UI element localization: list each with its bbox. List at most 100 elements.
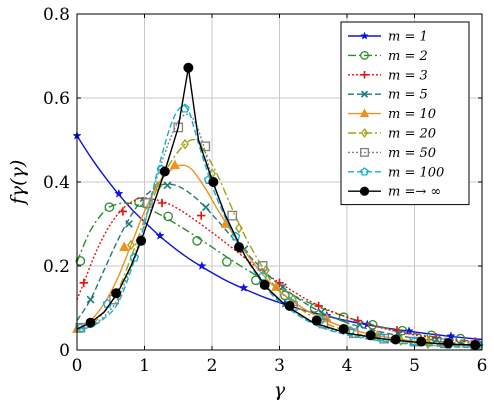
data-point-triangle-marker [169, 159, 180, 170]
data-point-plus-marker [157, 198, 167, 208]
data-point-x-marker [278, 283, 287, 291]
data-point-dot-marker [159, 166, 170, 177]
data-point-plus-marker [118, 207, 128, 216]
legend-entry: m = 1 [348, 30, 428, 45]
data-point-circle-marker [360, 50, 369, 60]
data-point-dot-marker [284, 300, 295, 311]
data-point-dot-marker [136, 235, 147, 246]
data-point-x-marker [355, 320, 364, 329]
data-point-x-marker [201, 203, 210, 212]
y-tick-label: 0.8 [43, 5, 70, 25]
data-point-star-marker [360, 31, 369, 40]
data-point-x-marker [163, 181, 172, 190]
legend-entry: m = 100 [348, 165, 444, 180]
data-point-dot-marker [234, 242, 244, 253]
legend-entry: m = 50 [348, 146, 436, 161]
data-point-pentagon-marker [375, 332, 386, 342]
data-point-x-marker [360, 90, 369, 98]
x-tick-label: 1 [139, 356, 150, 376]
data-point-dot-marker [416, 336, 427, 347]
legend-label: m = 50 [388, 146, 436, 161]
series-line [76, 113, 483, 349]
data-point-pentagon-marker [257, 271, 268, 281]
data-point-dot-marker [111, 288, 122, 299]
data-point-plus-marker [360, 71, 369, 79]
data-point-square-marker [360, 147, 369, 157]
x-tick-label: 5 [409, 356, 420, 376]
legend-label: m = 1 [388, 30, 428, 45]
data-point-plus-marker [197, 211, 206, 220]
legend-entry: m = 5 [348, 88, 428, 103]
data-point-dot-marker [85, 317, 96, 328]
x-tick-label: 3 [274, 356, 285, 376]
data-point-pentagon-marker [129, 252, 140, 262]
legend-entry: m = 3 [348, 68, 428, 83]
legend-label: m = 3 [388, 68, 428, 83]
data-point-circle-marker [104, 202, 115, 213]
data-point-circle-marker [367, 319, 378, 330]
data-point-dot-marker [183, 62, 194, 73]
data-point-pentagon-marker [230, 231, 241, 241]
x-tick-label: 6 [477, 356, 488, 376]
data-point-dot-marker [259, 279, 270, 290]
x-tick-label: 4 [342, 356, 353, 376]
legend-label: m = 2 [388, 49, 428, 64]
legend-entry: m =→ ∞ [348, 185, 441, 200]
data-point-x-marker [432, 335, 441, 344]
data-point-x-marker [86, 295, 95, 304]
y-tick-label: 0.4 [43, 173, 70, 193]
legend-entry: m = 10 [348, 107, 436, 122]
data-point-circle-marker [75, 256, 86, 266]
y-tick-label: 0.6 [43, 89, 70, 109]
data-point-diamond-marker [181, 138, 189, 150]
data-point-x-marker [125, 220, 133, 228]
data-point-dot-marker [311, 315, 322, 326]
data-point-circle-marker [192, 235, 202, 246]
data-point-circle-marker [222, 256, 232, 267]
legend-label: m =→ ∞ [388, 185, 441, 200]
x-axis-label: γ [274, 379, 286, 401]
data-point-triangle-marker [119, 241, 130, 251]
legend-label: m = 100 [388, 165, 444, 180]
series-line [76, 197, 483, 344]
data-point-dot-marker [208, 177, 219, 187]
y-tick-label: 0.2 [43, 257, 70, 277]
data-point-dot-marker [365, 330, 376, 341]
data-point-star-marker [155, 230, 165, 240]
legend-entry: m = 20 [348, 127, 436, 142]
legend-label: m = 5 [388, 88, 428, 103]
data-point-dot-marker [470, 339, 481, 350]
series-3 [76, 181, 483, 348]
data-point-dot-marker [443, 338, 454, 349]
data-point-diamond-marker [360, 128, 369, 138]
data-point-circle-marker [280, 290, 290, 301]
data-point-triangle-marker [271, 281, 282, 291]
data-point-pentagon-marker [360, 167, 369, 176]
x-tick-label: 0 [72, 356, 83, 376]
data-point-dot-marker [390, 334, 401, 345]
series-line [76, 67, 483, 347]
data-point-triangle-marker [359, 108, 370, 118]
legend-label: m = 10 [388, 107, 436, 122]
data-point-dot-marker [338, 324, 349, 334]
legend-entry: m = 2 [348, 49, 428, 64]
data-point-square-marker [143, 198, 153, 208]
series-line [76, 138, 483, 348]
data-point-diamond-marker [127, 239, 135, 251]
data-point-star-marker [197, 261, 207, 270]
y-axis-label: fγ(γ) [7, 160, 29, 207]
legend: m = 1 m = 2 m = 3 m = 5 m = 10 m = 20 m = 50 m … [340, 21, 470, 206]
data-point-star-marker [239, 282, 249, 292]
data-point-star-marker [114, 188, 124, 198]
legend-label: m = 20 [388, 127, 436, 142]
series-line [76, 183, 483, 346]
data-point-circle-marker [163, 211, 173, 222]
y-tick-label: 0 [59, 341, 70, 361]
data-point-square-marker [257, 261, 268, 271]
axis-ticks: 0 1 2 3 4 5 6 0 0.2 0.4 0.6 0.8 [43, 5, 487, 376]
data-point-dot-marker [359, 186, 370, 196]
series-line [76, 104, 483, 349]
data-point-square-marker [173, 122, 184, 133]
x-tick-label: 2 [207, 356, 218, 376]
